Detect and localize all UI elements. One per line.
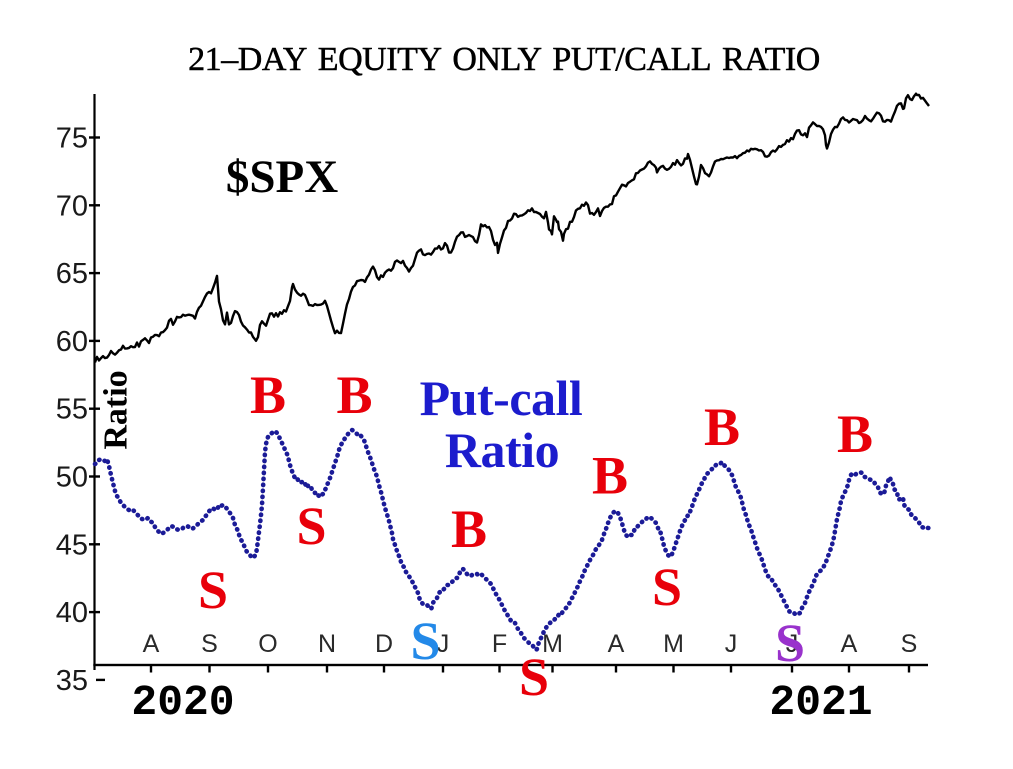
svg-text:2020: 2020 xyxy=(131,678,234,727)
svg-text:S: S xyxy=(410,611,440,671)
svg-text:2021: 2021 xyxy=(769,678,872,727)
svg-text:M: M xyxy=(663,630,684,658)
svg-text:A: A xyxy=(608,630,625,658)
svg-text:60: 60 xyxy=(56,326,88,358)
svg-text:S: S xyxy=(901,630,918,658)
svg-text:21–DAY EQUITY ONLY PUT/CALL RA: 21–DAY EQUITY ONLY PUT/CALL RATIO xyxy=(188,41,820,78)
svg-text:S: S xyxy=(296,496,326,556)
svg-text:J: J xyxy=(725,630,738,658)
svg-text:J: J xyxy=(786,630,799,658)
svg-text:B: B xyxy=(250,365,286,425)
svg-text:B: B xyxy=(837,404,873,464)
svg-text:40: 40 xyxy=(56,597,88,629)
svg-text:A: A xyxy=(841,630,858,658)
svg-text:B: B xyxy=(592,446,628,506)
svg-text:Ratio: Ratio xyxy=(98,370,135,449)
svg-text:70: 70 xyxy=(56,190,88,222)
svg-text:D: D xyxy=(375,630,393,658)
svg-text:N: N xyxy=(318,630,336,658)
svg-text:B: B xyxy=(336,365,372,425)
svg-text:J: J xyxy=(437,630,450,658)
svg-text:A: A xyxy=(143,630,160,658)
svg-text:B: B xyxy=(451,499,487,559)
svg-text:$SPX: $SPX xyxy=(226,151,338,203)
svg-text:Put-call: Put-call xyxy=(420,370,583,426)
svg-text:M: M xyxy=(542,630,563,658)
svg-text:35: 35 xyxy=(56,665,88,697)
svg-text:O: O xyxy=(258,630,277,658)
svg-text:F: F xyxy=(492,630,507,658)
svg-text:65: 65 xyxy=(56,258,88,290)
svg-text:55: 55 xyxy=(56,394,88,426)
svg-text:75: 75 xyxy=(56,123,88,155)
svg-text:50: 50 xyxy=(56,462,88,494)
svg-text:B: B xyxy=(704,397,740,457)
svg-text:S: S xyxy=(201,630,218,658)
svg-text:S: S xyxy=(775,613,805,673)
svg-text:45: 45 xyxy=(56,529,88,561)
svg-text:Ratio: Ratio xyxy=(445,422,559,478)
svg-text:S: S xyxy=(652,557,682,617)
svg-text:S: S xyxy=(519,647,549,707)
svg-text:S: S xyxy=(198,560,228,620)
